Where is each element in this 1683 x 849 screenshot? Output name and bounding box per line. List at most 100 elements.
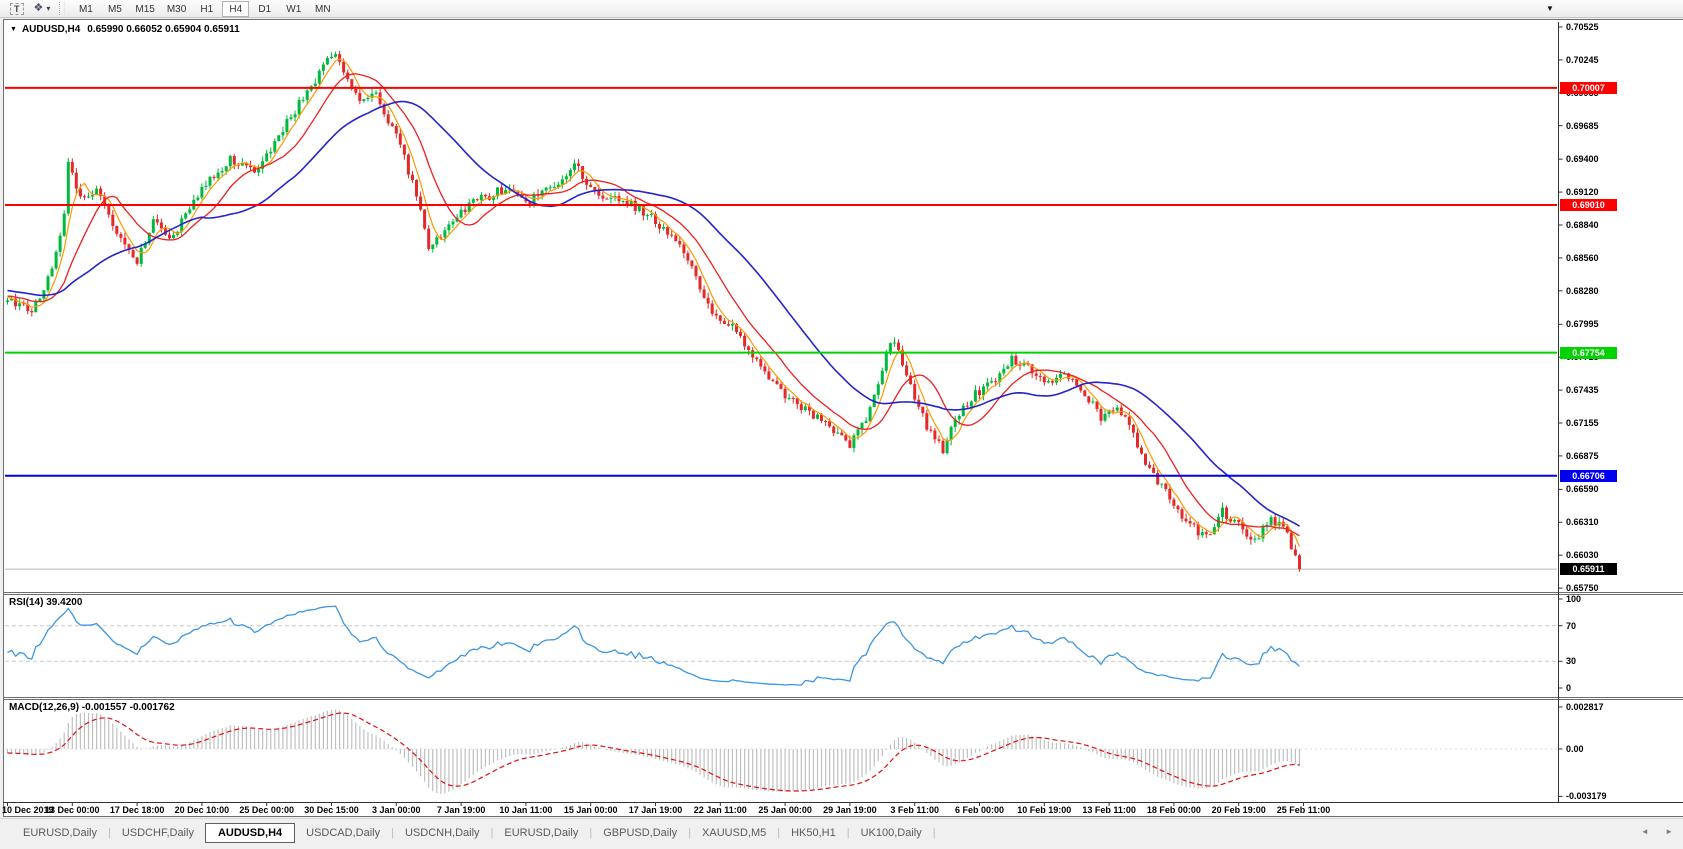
tab-separator: | [589, 826, 593, 839]
price-axis-label: 0.68840 [1566, 220, 1599, 230]
chart-title: ▼ AUDUSD,H4 0.65990 0.66052 0.65904 0.6591… [10, 24, 240, 35]
price-axis-label: 0.68560 [1566, 252, 1599, 263]
tab-separator: | [777, 826, 781, 839]
autoscroll-marker-icon: ▼ [1546, 4, 1554, 13]
toolbar-separator [59, 2, 66, 15]
rsi-indicator-label: RSI(14) 39.4200 [9, 597, 83, 608]
moving-average-13-line [7, 73, 1300, 537]
chart-tabs: EURUSD,Daily | USDCHF,Daily AUDUSD,H4 USDCAD… [12, 822, 936, 843]
title-marker-icon: ▼ [10, 26, 17, 33]
timeframe-button-m1[interactable]: M1 [78, 3, 93, 15]
chart-window [3, 19, 1683, 817]
time-axis-label: 3 Jan 00:00 [372, 805, 421, 815]
timeframe-button-w1[interactable]: W1 [286, 3, 302, 15]
price-axis-label: 0.66310 [1566, 517, 1599, 528]
time-axis-label: 20 Dec 10:00 [174, 805, 230, 815]
chart-tab-eurusd-daily[interactable]: EURUSD,Daily [504, 826, 579, 839]
tab-separator: | [846, 826, 850, 839]
moving-average-5-line [7, 58, 1301, 547]
chart-tab-eurusd-daily[interactable]: EURUSD,Daily [23, 826, 97, 839]
timeframe-button-m15[interactable]: M15 [135, 3, 155, 15]
level-price-badge: 0.67754 [1560, 347, 1617, 359]
ohlc-values: 0.65990 0.66052 0.65904 0.65911 [87, 24, 240, 35]
time-axis-label: 25 Feb 11:00 [1276, 805, 1331, 815]
time-axis-label: 22 Jan 11:00 [693, 805, 747, 815]
time-axis-label: 18 Feb 00:00 [1146, 805, 1201, 815]
price-axis-label: 0.67995 [1566, 319, 1599, 330]
chevron-down-icon: ▾ [46, 4, 51, 13]
price-axis-label: 0.69685 [1566, 120, 1599, 131]
price-axis-label: 0.70525 [1566, 22, 1599, 32]
time-axis-label: 13 Dec 00:00 [45, 805, 100, 815]
indicator-diamonds-icon: ❖ [33, 2, 44, 14]
macd-axis-label: -0.003179 [1566, 791, 1607, 802]
macd-layer [6, 709, 1301, 794]
time-axis-label: 10 Feb 19:00 [1017, 805, 1072, 815]
chart-tab-gbpusd-daily[interactable]: GBPUSD,Daily [603, 826, 678, 839]
text-tool-button[interactable]: T [5, 1, 29, 17]
time-axis-label: 29 Jan 19:00 [823, 805, 877, 815]
macd-axis-label: 0.002817 [1566, 702, 1604, 712]
macd-axis-label: 0.00 [1566, 744, 1584, 754]
timeframe-button-m5[interactable]: M5 [107, 3, 122, 15]
time-axis-label: 30 Dec 15:00 [304, 805, 359, 815]
time-axis-label: 10 Jan 11:00 [499, 805, 553, 815]
chart-tabs-bar: EURUSD,Daily | USDCHF,Daily AUDUSD,H4 USDCAD… [0, 818, 1683, 846]
price-axis-label: 0.69400 [1566, 154, 1599, 165]
timeframe-buttons: M1 M5 M15 M30 H1 H4 D1 W1 MN [71, 0, 337, 17]
tab-separator: | [490, 826, 494, 839]
chart-tab-uk100-daily[interactable]: UK100,Daily [860, 826, 922, 839]
current-price-badge: 0.65911 [1560, 563, 1617, 575]
text-tool-icon: T [10, 2, 24, 15]
price-axis-label: 0.69120 [1566, 187, 1599, 198]
time-axis-label: 15 Jan 00:00 [563, 805, 618, 815]
chart-tab-usdcnh-daily[interactable]: USDCNH,Daily [404, 826, 480, 839]
moving-average-34-line [7, 100, 1300, 527]
tab-separator: | [107, 826, 111, 839]
price-axis-label: 0.66875 [1566, 450, 1599, 461]
time-axis-label: 10 Dec 2019 [2, 805, 54, 815]
price-axis-label: 0.67155 [1566, 418, 1599, 428]
level-price-badge: 0.66706 [1560, 470, 1617, 482]
indicators-button[interactable]: ❖ ▾ [29, 1, 56, 17]
candles-layer [6, 50, 1301, 572]
rsi-line [7, 605, 1300, 686]
time-axis-label: 13 Feb 11:00 [1082, 805, 1136, 815]
window-bottom-edge [0, 846, 1683, 849]
price-axis-label: 0.70245 [1566, 54, 1599, 65]
timeframe-button-h1[interactable]: H1 [200, 3, 214, 15]
chart-tab-audusd-h4[interactable]: AUDUSD,H4 [204, 822, 296, 843]
chart-tab-usdcad-daily[interactable]: USDCAD,Daily [306, 826, 381, 839]
time-axis-label: 6 Feb 00:00 [954, 805, 1005, 815]
level-price-badge: 0.70007 [1560, 82, 1617, 94]
time-axis-label: 17 Jan 19:00 [628, 805, 683, 815]
time-axis-label: 3 Feb 11:00 [890, 805, 939, 815]
rsi-axis-label: 100 [1566, 594, 1582, 604]
tab-scroll-left-icon[interactable]: ◄ [1640, 827, 1649, 836]
time-axis-label: 7 Jan 19:00 [436, 805, 486, 815]
time-axis-label: 25 Dec 00:00 [239, 805, 294, 815]
chart-tab-hk50-h1[interactable]: HK50,H1 [791, 826, 836, 839]
macd-indicator-label: MACD(12,26,9) -0.001557 -0.001762 [9, 702, 175, 713]
price-axis-label: 0.67435 [1566, 385, 1599, 396]
time-axis-label: 25 Jan 00:00 [758, 805, 812, 815]
tab-scroll-right-icon[interactable]: ► [1665, 827, 1673, 836]
rsi-axis-label: 0 [1566, 683, 1572, 693]
price-axis-label: 0.66590 [1566, 484, 1599, 495]
symbol-timeframe-label: AUDUSD,H4 [21, 24, 81, 35]
level-price-badge: 0.69010 [1560, 199, 1617, 211]
timeframe-button-m30[interactable]: M30 [166, 3, 187, 15]
timeframe-button-d1[interactable]: D1 [258, 3, 272, 15]
chart-tab-xauusd-m5[interactable]: XAUUSD,M5 [702, 826, 767, 839]
timeframe-button-mn[interactable]: MN [315, 3, 331, 15]
timeframe-button-h4[interactable]: H4 [222, 0, 250, 17]
time-axis-label: 20 Feb 19:00 [1211, 805, 1266, 815]
chart-tab-usdchf-daily[interactable]: USDCHF,Daily [121, 826, 194, 839]
price-axis-label: 0.68280 [1566, 285, 1599, 296]
rsi-axis-label: 70 [1566, 620, 1577, 631]
tab-separator: | [391, 826, 394, 839]
time-axis-label: 17 Dec 18:00 [109, 805, 165, 815]
tab-separator: | [688, 826, 692, 839]
chart-toolbar: T ❖ ▾ M1 M5 M15 M30 H1 H4 D1 W1 MN ▼ [0, 0, 1683, 18]
